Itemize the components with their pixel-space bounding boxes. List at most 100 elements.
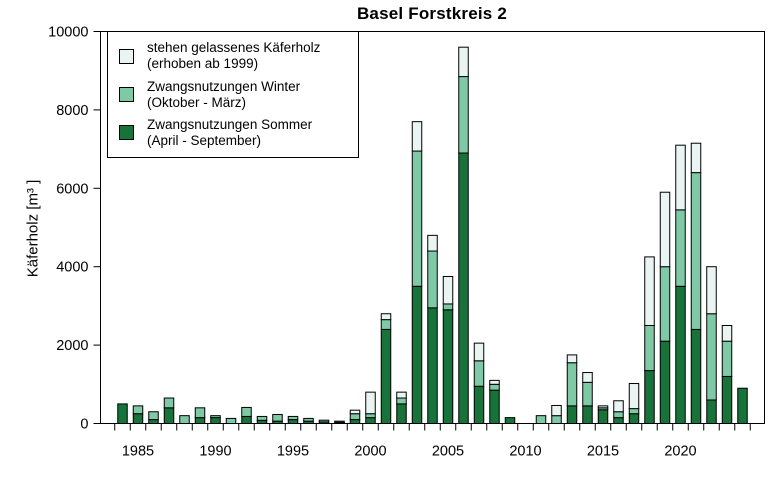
bar-segment-winter-1988 xyxy=(179,415,190,425)
y-tick-label: 10000 xyxy=(48,25,88,41)
bar-segment-winter-2003 xyxy=(411,150,423,287)
legend-swatch-sommer-icon xyxy=(119,125,134,141)
bar-segment-sommer-2003 xyxy=(411,285,423,424)
bar-segment-winter-1994 xyxy=(272,413,283,422)
bar-segment-winter-1993 xyxy=(256,415,268,421)
bar-segment-winter-1992 xyxy=(241,406,252,417)
bar-segment-sommer-1986 xyxy=(148,419,159,424)
bar-segment-sommer-2014 xyxy=(582,405,593,424)
legend-swatch-winter-icon xyxy=(119,87,134,102)
bar-segment-winter-1996 xyxy=(303,417,314,422)
bar-segment-sommer-1989 xyxy=(194,417,206,424)
bar-segment-stehen-2008 xyxy=(489,379,500,385)
bar-segment-sommer-2004 xyxy=(427,307,438,424)
bar-segment-winter-2017 xyxy=(628,408,640,415)
x-tick-label: 1985 xyxy=(122,444,154,460)
bar-segment-sommer-2008 xyxy=(489,389,500,424)
legend-swatch-stehen-icon xyxy=(119,48,134,64)
bar-segment-sommer-2020 xyxy=(675,285,686,424)
bar-segment-stehen-2016 xyxy=(613,400,624,413)
bar-segment-sommer-2006 xyxy=(458,152,469,425)
bar-segment-stehen-2001 xyxy=(380,313,392,321)
x-tick-label: 2005 xyxy=(432,444,464,460)
bar-segment-winter-1987 xyxy=(163,397,175,409)
bar-segment-winter-2007 xyxy=(473,360,485,387)
legend-item-stehen: stehen gelassenes Käferholz (erhoben ab … xyxy=(119,40,354,72)
bar-segment-winter-2018 xyxy=(644,325,655,372)
bar-segment-winter-2000 xyxy=(365,413,376,419)
bar-segment-winter-1995 xyxy=(287,415,299,421)
bar-segment-sommer-1992 xyxy=(241,415,252,425)
bar-segment-stehen-2021 xyxy=(690,142,702,174)
bar-segment-sommer-2002 xyxy=(396,403,407,424)
bar-segment-winter-1989 xyxy=(194,407,206,419)
x-tick-label: 2020 xyxy=(664,444,696,460)
bar-segment-sommer-2007 xyxy=(473,385,485,425)
bar-segment-winter-2006 xyxy=(458,76,469,154)
bar-segment-winter-2013 xyxy=(566,362,578,407)
bar-segment-winter-2012 xyxy=(551,415,562,425)
bar-segment-sommer-2021 xyxy=(690,328,702,425)
bar-segment-winter-2005 xyxy=(442,303,454,311)
y-tick-label: 6000 xyxy=(56,181,88,197)
bar-segment-stehen-1999 xyxy=(349,409,361,415)
bar-segment-stehen-2014 xyxy=(582,372,593,383)
bar-segment-winter-1985 xyxy=(132,405,144,415)
bar-segment-sommer-1985 xyxy=(132,413,144,425)
bar-segment-winter-1998 xyxy=(334,420,345,423)
bar-segment-sommer-1987 xyxy=(163,407,175,425)
bar-segment-stehen-2003 xyxy=(411,121,423,152)
bar-segment-sommer-2016 xyxy=(613,417,624,424)
bar-segment-sommer-2023 xyxy=(721,375,733,424)
y-axis-title: Käferholz [m³ ] xyxy=(24,179,42,278)
bar-segment-stehen-2007 xyxy=(473,342,485,362)
bar-segment-stehen-2020 xyxy=(675,144,686,211)
bar-segment-sommer-2024 xyxy=(737,387,748,424)
bar-segment-winter-2019 xyxy=(659,266,671,342)
bar-segment-winter-2016 xyxy=(613,411,624,419)
legend-label-stehen-line1: stehen gelassenes Käferholz xyxy=(147,40,321,56)
bar-segment-stehen-2012 xyxy=(551,404,562,417)
bar-segment-winter-1991 xyxy=(225,417,237,424)
bar-segment-winter-2020 xyxy=(675,209,686,287)
bar-segment-stehen-2019 xyxy=(659,191,671,268)
bar-segment-winter-2011 xyxy=(535,415,547,425)
bar-segment-stehen-2017 xyxy=(628,383,640,410)
bar-segment-winter-2022 xyxy=(706,313,717,401)
y-tick-label: 8000 xyxy=(56,103,88,119)
legend-label-sommer-line2: (April - September) xyxy=(147,132,262,148)
bar-segment-winter-2023 xyxy=(721,340,733,377)
bar-segment-winter-1999 xyxy=(349,413,361,421)
bar-segment-winter-2008 xyxy=(489,383,500,391)
x-tick-label: 1995 xyxy=(277,444,309,460)
bar-segment-winter-1986 xyxy=(148,411,159,421)
bar-segment-sommer-2013 xyxy=(566,405,578,424)
bar-segment-sommer-1995 xyxy=(287,419,299,424)
legend-label-stehen-line2: (erhoben ab 1999) xyxy=(147,56,259,72)
y-tick-label: 4000 xyxy=(56,260,88,276)
x-tick-label: 2015 xyxy=(587,444,619,460)
bar-segment-sommer-1999 xyxy=(349,419,361,424)
legend-item-sommer: Zwangsnutzungen Sommer (April - Septembe… xyxy=(119,117,354,149)
bar-segment-sommer-2017 xyxy=(628,413,640,425)
bar-segment-stehen-2004 xyxy=(427,234,438,252)
x-tick-label: 2010 xyxy=(509,444,541,460)
bar-segment-stehen-2018 xyxy=(644,256,655,326)
bar-segment-stehen-2000 xyxy=(365,391,376,415)
bar-segment-winter-2014 xyxy=(582,381,593,407)
bar-segment-winter-2004 xyxy=(427,250,438,309)
legend: stehen gelassenes Käferholz (erhoben ab … xyxy=(107,31,359,158)
x-tick-label: 2000 xyxy=(354,444,386,460)
plot-border xyxy=(100,31,765,424)
bar-segment-sommer-2009 xyxy=(504,417,516,424)
bar-segment-stehen-2013 xyxy=(566,354,578,364)
bar-segment-winter-1997 xyxy=(318,419,330,423)
x-tick-label: 1990 xyxy=(199,444,231,460)
legend-label-sommer-line1: Zwangsnutzungen Sommer xyxy=(147,116,313,132)
bar-segment-stehen-2015 xyxy=(597,405,609,409)
bar-segment-stehen-2005 xyxy=(442,276,454,305)
bar-segment-stehen-2006 xyxy=(458,46,469,78)
legend-item-winter: Zwangsnutzungen Winter (Oktober - März) xyxy=(119,79,354,111)
